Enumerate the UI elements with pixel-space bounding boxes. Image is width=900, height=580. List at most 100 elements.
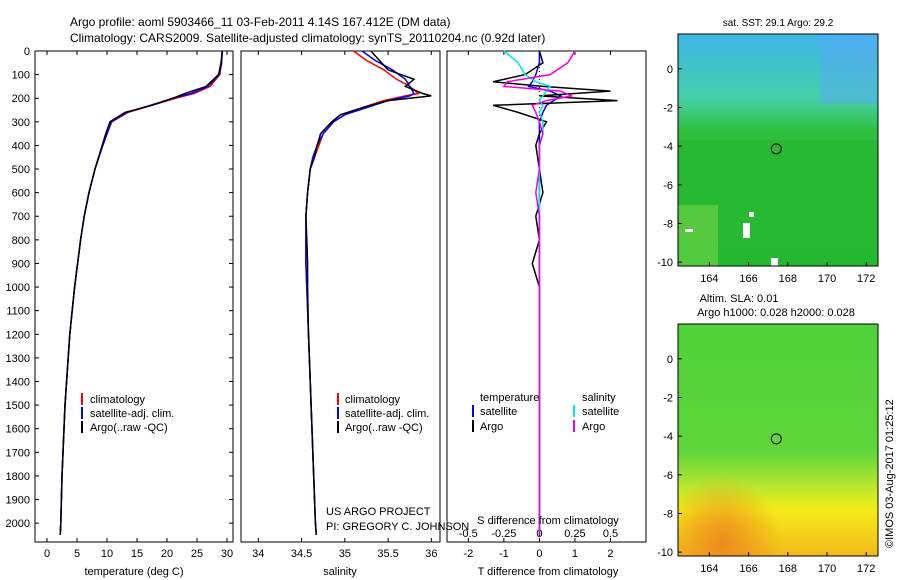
- x-tick-label: 15: [131, 548, 143, 560]
- y-tick-label: 500: [12, 164, 30, 176]
- y-tick-label: 0: [24, 46, 30, 58]
- legend-temp-argo-label: Argo: [480, 421, 503, 433]
- series-line: [305, 50, 416, 535]
- legend-satellite-swatch: [81, 407, 83, 419]
- x-tick-label: 36: [425, 548, 437, 560]
- sst-map-lat-axis: 0 -2 -4 -6 -8 -10: [657, 64, 682, 269]
- lon-tick-label: 172: [857, 273, 875, 285]
- salinity-difference-x-label: S difference from climatology: [477, 515, 619, 527]
- sst-map-profile-marker: [770, 143, 782, 155]
- x-tick-label: 35: [339, 548, 351, 560]
- temperature-x-axis: 0 5 10 15 20 25 30: [44, 51, 233, 560]
- series-line: [59, 50, 223, 535]
- legend-sal-satellite-swatch: [573, 405, 575, 417]
- sst-map-missing-cell: [771, 258, 778, 266]
- depth-axis: 0 100 200 300 400 500 600 700 800 900 1000 1100 1200…: [6, 46, 233, 530]
- series-line: [492, 50, 618, 535]
- temperature-panel: 0100200300400500600700800900100011001200…: [6, 46, 234, 578]
- salinity-plot-frame: [240, 50, 441, 543]
- y-tick-label: 1400: [6, 376, 30, 388]
- x-tick-label-salinity: -0.25: [491, 528, 516, 540]
- difference-plot-frame: [446, 50, 647, 543]
- legend-climatology-label: climatology: [345, 394, 401, 406]
- y-tick-label: 600: [12, 188, 30, 200]
- lat-tick-label: -8: [663, 218, 673, 230]
- lon-tick-label: 164: [700, 273, 718, 285]
- x-tick-label: 34: [252, 548, 264, 560]
- legend-temp-argo-swatch: [472, 420, 474, 432]
- legend-satellite-label: satellite-adj. clim.: [90, 408, 174, 420]
- legend-sal-satellite-label: satellite: [582, 406, 619, 418]
- lon-tick-label: 170: [818, 273, 836, 285]
- series-line: [305, 50, 432, 535]
- legend-climatology-swatch: [337, 393, 339, 405]
- legend-argo-label: Argo(..raw -QC): [90, 422, 168, 434]
- x-tick-label: 25: [191, 548, 203, 560]
- lat-tick-label: -8: [663, 508, 673, 520]
- legend-satellite-label: satellite-adj. clim.: [345, 408, 429, 420]
- y-tick-label: 700: [12, 211, 30, 223]
- lon-tick-label: 170: [818, 563, 836, 575]
- legend-satellite-swatch: [337, 407, 339, 419]
- x-tick-label: 1: [572, 548, 578, 560]
- difference-series: [492, 50, 618, 542]
- x-tick-label: 34.5: [291, 548, 312, 560]
- y-tick-label: 1200: [6, 329, 30, 341]
- series-line: [59, 50, 223, 535]
- y-tick-label: 1700: [6, 447, 30, 459]
- y-tick-label: 1800: [6, 471, 30, 483]
- sla-map-frame: [677, 323, 879, 557]
- x-tick-label: 0: [536, 548, 542, 560]
- project-annotation: US ARGO PROJECT: [326, 506, 431, 518]
- lon-tick-label: 166: [739, 273, 757, 285]
- x-tick-label: 35.5: [377, 548, 398, 560]
- x-tick-label: -2: [463, 548, 473, 560]
- legend-temp-satellite-label: satellite: [480, 406, 517, 418]
- x-tick-label: 10: [101, 548, 113, 560]
- legend-sal-argo-swatch: [573, 420, 575, 432]
- x-tick-label: 0: [44, 548, 50, 560]
- y-tick-label: 1600: [6, 424, 30, 436]
- lat-tick-label: -6: [663, 470, 673, 482]
- sst-map-missing-cell: [749, 212, 754, 217]
- header-title-line1: Argo profile: aoml 5903466_11 03-Feb-201…: [70, 15, 450, 29]
- series-line: [502, 50, 576, 535]
- sla-map-profile-marker: [770, 433, 782, 445]
- y-tick-label: 2000: [6, 518, 30, 530]
- temperature-difference-x-label: T difference from climatology: [478, 566, 619, 578]
- legend-climatology-swatch: [81, 393, 83, 405]
- salinity-x-label: salinity: [323, 566, 357, 578]
- sst-map: sat. SST: 29.1 Argo: 29.2 0 -2 -4 -6 -8 -10 1…: [657, 18, 879, 285]
- y-tick-label: 800: [12, 235, 30, 247]
- sst-map-frame: [677, 33, 879, 267]
- lat-tick-label: -2: [663, 392, 673, 404]
- lat-tick-label: -4: [663, 141, 673, 153]
- x-tick-label: 30: [221, 548, 233, 560]
- imos-credit: ©IMOS 03-Aug-2017 01:25:12: [884, 399, 896, 548]
- y-tick-label: 100: [12, 70, 30, 82]
- sla-map-lon-axis: 164 166 168 170 172: [700, 552, 875, 575]
- legend-temp-satellite-swatch: [472, 405, 474, 417]
- pi-annotation: PI: GREGORY C. JOHNSON: [326, 521, 469, 533]
- x-tick-label-salinity: -0.5: [459, 528, 478, 540]
- salinity-panel: 34 34.5 35 35.5 36 climatology satellite-adj…: [240, 50, 469, 578]
- salinity-legend: climatology satellite-adj. clim. Argo(..…: [337, 393, 429, 434]
- difference-x-axis: -2 -1 0 1 2-0.5 -0.25 0 0.25 0.5: [459, 51, 618, 560]
- lat-tick-label: -2: [663, 102, 673, 114]
- lon-tick-label: 164: [700, 563, 718, 575]
- lat-tick-label: 0: [667, 354, 673, 366]
- sst-map-lon-axis: 164 166 168 170 172: [700, 262, 875, 285]
- x-tick-label: -1: [499, 548, 509, 560]
- header-title-line2: Climatology: CARS2009. Satellite-adjuste…: [70, 31, 545, 45]
- sst-map-missing-cell: [743, 223, 750, 238]
- y-tick-label: 200: [12, 93, 30, 105]
- lat-tick-label: 0: [667, 64, 673, 76]
- y-tick-label: 1000: [6, 282, 30, 294]
- temperature-series: [59, 50, 223, 535]
- sst-map-cool-patch: [678, 205, 718, 266]
- lon-tick-label: 172: [857, 563, 875, 575]
- legend-argo-swatch: [81, 421, 83, 433]
- y-tick-label: 1300: [6, 353, 30, 365]
- salinity-series: [305, 50, 432, 535]
